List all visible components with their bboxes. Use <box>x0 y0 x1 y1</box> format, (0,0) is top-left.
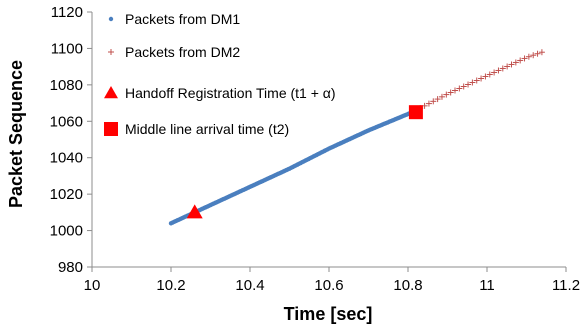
legend-symbol-plus <box>108 49 114 55</box>
dm2-point <box>425 100 432 107</box>
dm2-point <box>525 53 532 60</box>
x-tick-label: 11 <box>479 277 495 294</box>
dm2-point <box>469 79 476 86</box>
dm2-point <box>491 69 498 76</box>
dm2-point <box>508 61 515 68</box>
series-dm1 <box>168 108 419 226</box>
y-tick-label: 1120 <box>51 4 83 21</box>
middle-line-marker <box>408 105 423 120</box>
legend-label: Packets from DM1 <box>125 11 240 27</box>
dm2-point <box>452 87 459 94</box>
x-tick-label: 10.2 <box>156 277 185 294</box>
x-tick-label: 10.6 <box>314 277 343 294</box>
y-tick-label: 1060 <box>50 113 83 130</box>
dm2-point <box>456 85 463 92</box>
dm2-point <box>438 93 445 100</box>
x-axis-title: Time [sec] <box>284 304 373 324</box>
ticks-layer: 10 10.2 10.4 10.6 10.8 11 11.2 980 1000 1020 1040 1… <box>50 4 580 294</box>
legend-item: Handoff Registration Time (t1 + α) <box>104 85 336 101</box>
x-tick-label: 10 <box>84 277 101 294</box>
dm2-point <box>530 52 537 59</box>
x-tick-label: 11.2 <box>552 277 580 294</box>
dm2-point <box>447 89 454 96</box>
series-layer <box>168 49 545 226</box>
legend-label: Handoff Registration Time (t1 + α) <box>125 85 336 101</box>
legend-label: Middle line arrival time (t2) <box>125 121 289 137</box>
y-tick-label: 1080 <box>50 77 83 94</box>
y-tick-label: 1000 <box>50 223 83 240</box>
y-tick-label: 1020 <box>50 186 83 203</box>
dm2-point <box>495 67 502 74</box>
dm2-point <box>534 50 541 57</box>
legend-symbol-square <box>104 122 118 136</box>
legend-item: Packets from DM1 <box>108 11 240 27</box>
legend-symbol-triangle <box>104 86 118 99</box>
dm2-point <box>512 59 519 66</box>
dm2-point <box>434 96 441 103</box>
dm2-point <box>473 77 480 84</box>
dm2-point <box>465 81 472 88</box>
series-middle-line <box>408 105 423 120</box>
y-tick-label: 980 <box>58 259 83 276</box>
y-tick-label: 1100 <box>51 40 83 57</box>
x-tick-label: 10.8 <box>393 277 422 294</box>
dm2-point <box>504 63 511 70</box>
y-tick-label: 1040 <box>50 150 83 167</box>
dm2-point <box>478 75 485 82</box>
legend-symbol-dot <box>108 16 114 22</box>
dm2-point <box>517 57 524 64</box>
legend-item: Packets from DM2 <box>108 44 240 60</box>
dm2-point <box>460 83 467 90</box>
dm2-point <box>430 98 437 105</box>
dm2-point <box>486 71 493 78</box>
series-handoff <box>186 204 203 219</box>
handoff-marker <box>186 204 203 219</box>
dm2-point <box>521 55 528 62</box>
dm2-point <box>499 65 506 72</box>
x-tick-label: 10.4 <box>235 277 264 294</box>
legend-item: Middle line arrival time (t2) <box>104 121 289 137</box>
dm2-point <box>482 73 489 80</box>
series-dm2 <box>412 49 545 114</box>
dm2-point <box>443 91 450 98</box>
legend-label: Packets from DM2 <box>125 44 240 60</box>
y-axis-title: Packet Sequence <box>6 60 26 208</box>
legend: Packets from DM1 Packets from DM2 Handoff … <box>104 11 336 137</box>
dm2-point <box>538 49 545 56</box>
